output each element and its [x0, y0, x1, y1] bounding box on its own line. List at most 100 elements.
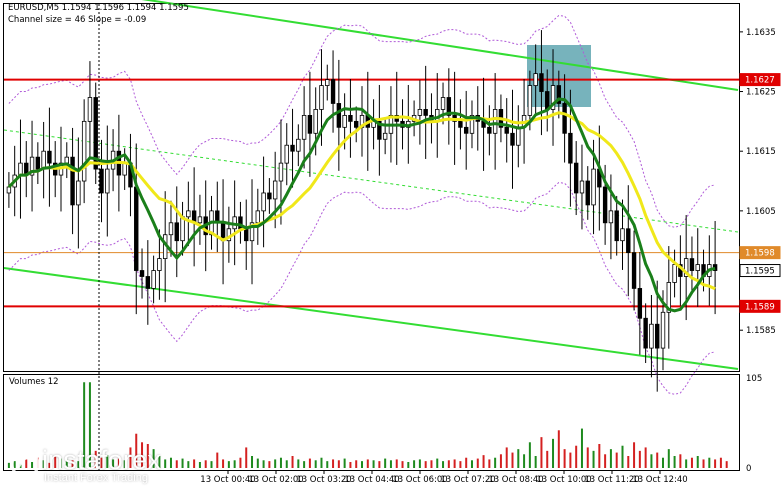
- candle-bear: [446, 97, 452, 116]
- time-tick-label: 13 Oct 04:40: [344, 475, 399, 485]
- time-tick-label: 13 Oct 10:00: [536, 475, 591, 485]
- candle-bull: [6, 186, 12, 194]
- candle-bear: [70, 156, 75, 206]
- candle-bear: [585, 180, 590, 206]
- candle-bull: [440, 97, 446, 110]
- price-label: 1.1627: [745, 76, 775, 86]
- candle-bull: [695, 264, 700, 271]
- candle-bear: [655, 323, 660, 349]
- time-tick-label: 13 Oct 02:00: [248, 475, 303, 485]
- volume-pane-label: Volumes 12: [9, 377, 59, 387]
- candle-bear: [35, 156, 41, 170]
- price-tick-label: 1.1635: [746, 28, 776, 38]
- time-tick-label: 13 Oct 00:40: [200, 475, 255, 485]
- candle-bear: [354, 120, 359, 128]
- time-tick-label: 13 Oct 08:40: [488, 475, 543, 485]
- symbol-header: EURUSD,M5 1.1594 1.1596 1.1594 1.1595: [8, 3, 189, 13]
- brand-name: instaforex: [42, 445, 162, 475]
- candle-bear: [614, 210, 619, 242]
- candle-bull: [255, 210, 261, 224]
- channel-upper-line: [141, 0, 739, 91]
- price-tick-label: 1.1615: [746, 147, 776, 157]
- candle-bull: [261, 192, 266, 212]
- candle-bull: [527, 85, 533, 116]
- candle-bull: [81, 120, 87, 182]
- candle-bull: [550, 85, 556, 110]
- price-label: 1.1595: [745, 267, 775, 277]
- candle-bear: [93, 97, 98, 170]
- candle-bull: [284, 144, 289, 164]
- time-tick-label: 13 Oct 06:00: [392, 475, 447, 485]
- price-tick-label: 1.1605: [746, 207, 776, 217]
- candle-bull: [649, 323, 654, 349]
- candle-bear: [510, 132, 515, 146]
- time-tick-label: 13 Oct 07:20: [440, 475, 495, 485]
- candle-bull: [533, 73, 538, 86]
- candle-bear: [423, 109, 428, 116]
- candle-bear: [556, 85, 562, 104]
- candle-bear: [458, 120, 463, 128]
- candle-bear: [99, 168, 104, 194]
- price-tick-label: 1.1625: [746, 88, 776, 98]
- candle-bull: [29, 156, 35, 176]
- candle-bear: [134, 186, 139, 271]
- candle-bull: [87, 97, 93, 122]
- candle-bear: [602, 186, 608, 224]
- candle-bull: [516, 126, 521, 146]
- price-label-box: [739, 264, 781, 278]
- candle-bear: [174, 222, 179, 242]
- candle-bull: [683, 258, 689, 277]
- candle-bull: [296, 138, 301, 152]
- candle-bear: [145, 276, 151, 289]
- candle-bear: [377, 120, 382, 140]
- volume-tick-label: 0: [746, 464, 751, 474]
- candle-bull: [301, 115, 307, 140]
- candle-bear: [626, 228, 631, 254]
- candle-bull: [197, 216, 203, 224]
- brand-watermark: instaforex Instant Forex Trading: [4, 444, 180, 488]
- candle-bear: [348, 115, 353, 122]
- candle-bear: [330, 79, 336, 104]
- price-label-box: [739, 246, 781, 260]
- candle-bull: [18, 162, 23, 176]
- moving-average-slow: [7, 111, 716, 291]
- price-label: 1.1589: [745, 302, 775, 312]
- candle-bull: [122, 162, 127, 176]
- candle-bull: [660, 311, 666, 349]
- candle-bear: [267, 192, 272, 200]
- candle-bear: [307, 115, 313, 134]
- price-label: 1.1598: [745, 249, 775, 259]
- channel-lower-line: [3, 267, 739, 370]
- candle-bear: [487, 126, 492, 134]
- candle-bull: [382, 132, 388, 140]
- candle-bull: [41, 150, 46, 170]
- candle-bull: [313, 109, 318, 134]
- candle-bull: [319, 85, 324, 110]
- candle-bear: [139, 270, 145, 277]
- candle-bear: [643, 317, 648, 349]
- candle-bull: [672, 264, 677, 283]
- price-label-box: [739, 73, 781, 87]
- candle-bear: [336, 103, 342, 128]
- time-tick-label: 13 Oct 03:20: [296, 475, 351, 485]
- candle-bull: [168, 222, 174, 236]
- candle-bear: [637, 288, 643, 319]
- candle-bull: [417, 109, 423, 116]
- instaforex-logo-icon: [10, 449, 40, 479]
- candle-bear: [504, 126, 509, 134]
- candle-bull: [666, 282, 671, 313]
- time-tick-label: 13 Oct 11:20: [584, 475, 639, 485]
- candle-bull: [157, 258, 162, 271]
- candle-bull: [469, 115, 475, 134]
- channel-info: Channel size = 46 Slope = -0.09: [8, 15, 147, 25]
- candle-bear: [689, 258, 695, 271]
- candle-bear: [539, 73, 544, 92]
- candle-bull: [278, 162, 284, 182]
- candle-bull: [180, 216, 185, 242]
- candle-bull: [186, 210, 191, 218]
- candle-bull: [249, 222, 255, 242]
- candle-bear: [562, 103, 567, 134]
- candle-bear: [244, 228, 249, 242]
